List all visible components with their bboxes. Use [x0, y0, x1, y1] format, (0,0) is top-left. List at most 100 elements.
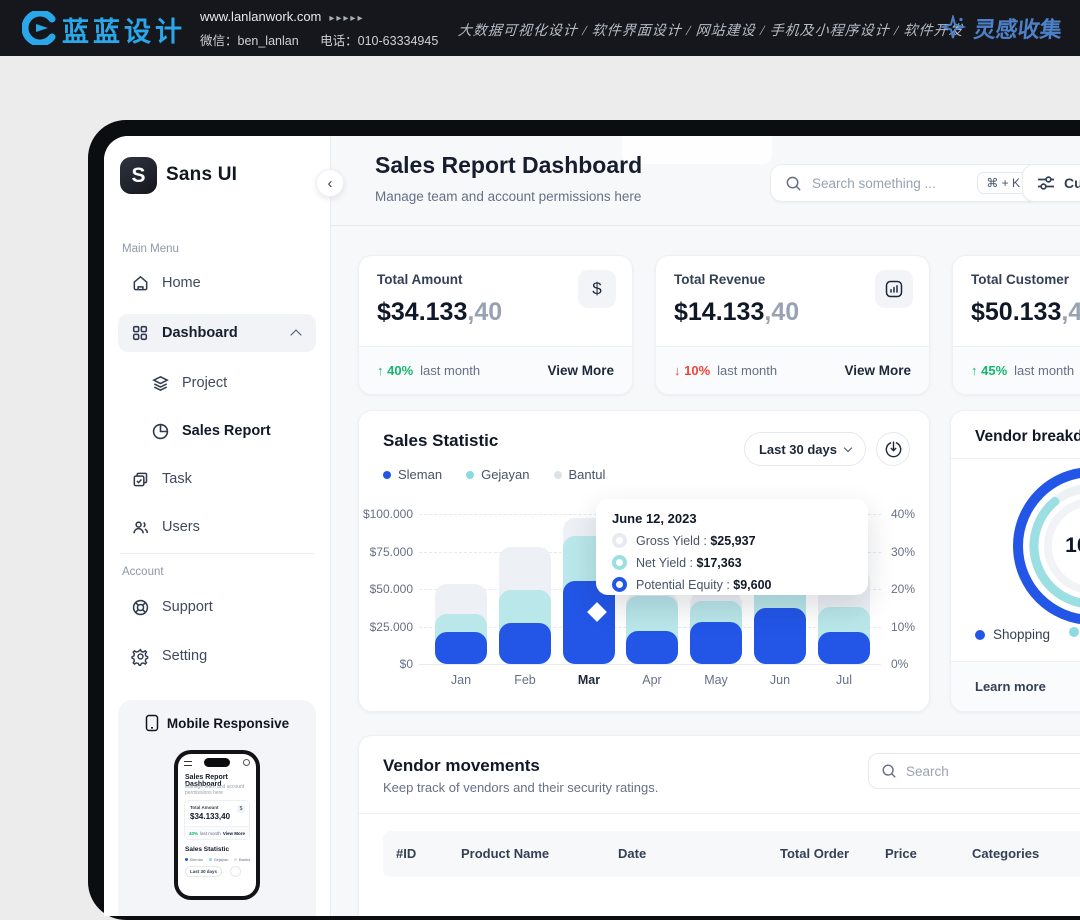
donut-arc-shopping[interactable] — [997, 451, 1080, 641]
column-header-id: #ID — [396, 846, 417, 861]
trend-down-icon: ↓ 10% — [674, 363, 711, 378]
phone-stat-value: $34.133,40 — [190, 812, 231, 821]
legend-dot — [383, 470, 391, 479]
breakdown-legend: Shopping — [975, 627, 1080, 643]
trend-value: 40% — [387, 363, 414, 378]
y-tick-right: 0% — [891, 657, 909, 671]
legend-item-bantul[interactable]: Bantul — [553, 467, 606, 482]
chart-legend: Sleman Gejayan Bantul — [383, 467, 605, 482]
bar-sleman-jan[interactable] — [435, 632, 487, 664]
gear-icon — [130, 646, 150, 666]
breakdown-divider — [951, 458, 1080, 459]
stat-decimal: ,40 — [467, 298, 503, 326]
task-check-icon — [130, 469, 150, 489]
breakdown-legend-item[interactable]: Shopping — [975, 627, 1050, 642]
sidebar-item-users[interactable]: Users — [118, 508, 316, 546]
y-tick-right: 20% — [891, 582, 916, 596]
y-tick-left: $100.000 — [362, 507, 413, 521]
sidebar-item-dashboard[interactable]: Dashboard — [118, 314, 316, 352]
table-search-placeholder: Search — [906, 763, 949, 779]
trend-value: 45% — [981, 363, 1008, 378]
pie-chart-icon — [150, 421, 170, 441]
header-divider — [330, 225, 1080, 226]
collect-label: 灵感收集 — [972, 17, 1064, 43]
y-tick-right: 40% — [891, 507, 916, 521]
view-more-link[interactable]: View More — [547, 363, 614, 378]
x-tick-apr: Apr — [642, 673, 662, 687]
global-search-input[interactable]: Search something ... ⌘ + K — [770, 164, 1040, 202]
sidebar-item-setting[interactable]: Setting — [118, 637, 316, 675]
bar-sleman-feb[interactable] — [499, 623, 551, 664]
phone-download-button — [230, 866, 241, 877]
sidebar-item-label: Setting — [162, 648, 208, 664]
download-chart-button[interactable] — [876, 432, 910, 466]
customize-button[interactable]: Customize — [1022, 164, 1080, 202]
movements-title: Vendor movements — [383, 756, 540, 775]
tooltip-row: Net Yield : $17,363 — [612, 555, 852, 570]
lifebuoy-icon — [130, 597, 150, 617]
bar-sleman-jun[interactable] — [754, 608, 806, 664]
bar-sleman-apr[interactable] — [626, 631, 678, 664]
stat-card-total-revenue: Total Revenue $14.133,40 ↓ 10% last mont… — [655, 255, 930, 395]
trend-note: last month — [717, 363, 778, 378]
x-axis-line — [419, 664, 881, 665]
view-more-link[interactable]: View More — [844, 363, 911, 378]
bar-sleman-may[interactable] — [690, 622, 742, 664]
legend-dot — [1069, 627, 1079, 637]
stat-amount: $50.133 — [971, 298, 1062, 326]
phone-range-pill: Last 30 days — [185, 866, 223, 877]
learn-more-link[interactable]: Learn more — [975, 679, 1046, 694]
stat-amount: $14.133 — [674, 298, 765, 326]
vendor-breakdown-card: Vendor breakdown 100% Shopping Learn mor… — [950, 410, 1080, 712]
dashboard-screen: S Sans UI Main Menu Home Dashboard Proje… — [104, 136, 1080, 916]
x-axis-labels: Jan Feb Mar Apr May Jun Jul — [359, 673, 931, 689]
sidebar: S Sans UI Main Menu Home Dashboard Proje… — [104, 136, 331, 916]
main-content: Sales Report Dashboard Manage team and a… — [330, 136, 1080, 916]
phone-camera-island — [204, 758, 230, 767]
trend-up-icon: ↑ 45% — [971, 363, 1008, 378]
legend-label: Shopping — [993, 627, 1051, 642]
phone-mockup: Sales Report Dashboard Manage team and a… — [174, 750, 260, 900]
sidebar-item-label: Home — [162, 275, 201, 291]
bar-sleman-jul[interactable] — [818, 632, 870, 664]
layers-icon — [150, 373, 170, 393]
legend-label: Sleman — [398, 467, 443, 482]
x-tick-may: May — [704, 673, 728, 687]
phone-dollar-icon: $ — [237, 805, 245, 813]
phone-trend-note: last month — [200, 830, 221, 836]
home-icon — [130, 273, 150, 293]
tooltip-date: June 12, 2023 — [612, 511, 697, 526]
sidebar-item-home[interactable]: Home — [118, 264, 316, 302]
legend-item-gejayan[interactable]: Gejayan — [466, 467, 530, 482]
website-link[interactable]: www.lanlanwork.com — [200, 9, 322, 24]
stat-card-total-amount: Total Amount $ $34.133,40 ↑ 40% last mon… — [358, 255, 633, 395]
legend-item-sleman[interactable]: Sleman — [383, 467, 442, 482]
download-icon — [885, 440, 901, 457]
breakdown-legend-item[interactable] — [1069, 627, 1080, 637]
series-ring-icon — [612, 555, 627, 570]
sidebar-item-label: Task — [162, 471, 192, 487]
tooltip-value: $9,600 — [733, 577, 772, 592]
tooltip-label: Gross Yield : $25,937 — [636, 533, 756, 548]
phone-page-subtitle: Manage team and account permissions here — [185, 784, 245, 796]
donut-arc-secondary[interactable] — [1018, 472, 1080, 621]
sliders-icon — [1038, 176, 1054, 190]
phone-trend: 40% — [189, 830, 199, 836]
sidebar-item-project[interactable]: Project — [118, 364, 316, 402]
sidebar-item-sales-report[interactable]: Sales Report — [118, 412, 316, 450]
services-list: 大数据可视化设计 / 软件界面设计 / 网站建设 / 手机及小程序设计 / 软件… — [457, 24, 964, 39]
breakdown-title: Vendor breakdown — [975, 428, 1080, 445]
date-range-dropdown[interactable]: Last 30 days — [743, 432, 866, 466]
vendor-movements-card: Vendor movements Keep track of vendors a… — [358, 735, 1080, 916]
sidebar-item-task[interactable]: Task — [118, 460, 316, 498]
sidebar-item-support[interactable]: Support — [118, 588, 316, 626]
chart-title: Sales Statistic — [383, 431, 499, 450]
legend-label: Bantul — [568, 467, 606, 482]
y-tick-left: $25.000 — [369, 619, 413, 634]
sidebar-collapse-button[interactable]: ‹ — [316, 169, 344, 197]
tooltip-row: Gross Yield : $25,937 — [612, 533, 852, 548]
app-logo-letter: S — [131, 163, 146, 187]
table-search-input[interactable]: Search — [868, 753, 1080, 789]
tooltip-rows: Gross Yield : $25,937 Net Yield : $17,363… — [612, 533, 852, 592]
sidebar-item-label: Dashboard — [162, 325, 238, 341]
